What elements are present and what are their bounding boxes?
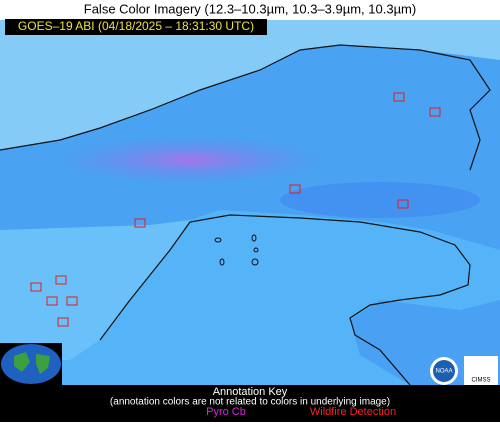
coastline	[0, 44, 491, 171]
islands	[214, 234, 259, 266]
noaa-text: NOAA	[435, 369, 452, 375]
land-south	[350, 300, 500, 385]
subtitle: GOES–19 ABI (04/18/2025 – 18:31:30 UTC)	[18, 19, 254, 33]
cimss-text: CIMSS	[471, 378, 490, 384]
key-title: Annotation Key	[213, 386, 288, 398]
globe-land	[14, 352, 50, 374]
key-pyrocb: Pyro Cb	[206, 406, 246, 418]
globe	[1, 344, 61, 384]
wildfire-detections	[30, 92, 441, 327]
coastline	[99, 214, 471, 386]
subtitle-box	[5, 19, 267, 35]
smoke-plume	[50, 135, 330, 185]
key-wildfire: Wildfire Detection	[310, 406, 396, 418]
cimss-logo	[464, 356, 498, 385]
dark-band	[280, 182, 480, 218]
key-note: (annotation colors are not related to co…	[110, 397, 390, 408]
title-bar	[0, 0, 500, 20]
annotation-key	[0, 385, 500, 422]
title: False Color Imagery (12.3–10.3µm, 10.3–3…	[84, 1, 416, 16]
noaa-logo-inner	[433, 360, 455, 382]
land-west	[0, 220, 190, 360]
land-north	[0, 20, 500, 150]
